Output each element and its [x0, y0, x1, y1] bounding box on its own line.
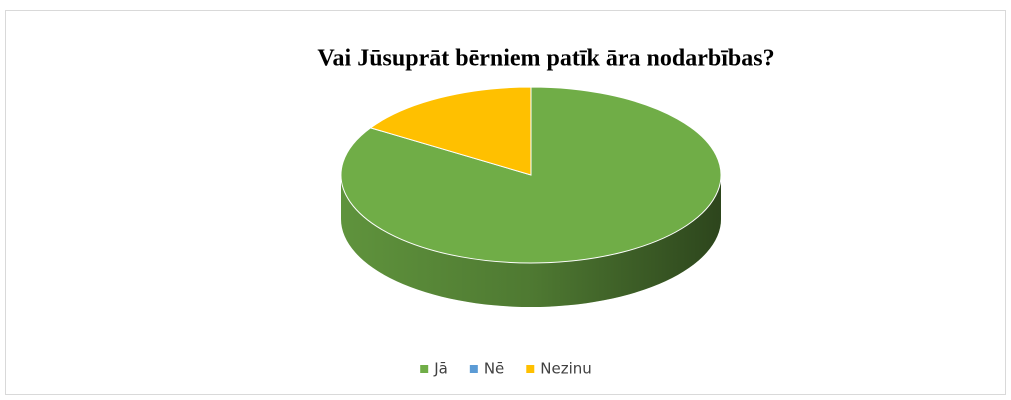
chart-title: Vai Jūsuprāt bērniem patīk āra nodarbība…	[317, 46, 774, 72]
legend-label: Nē	[484, 360, 504, 378]
legend-marker	[420, 365, 429, 373]
pie-side-shade	[341, 175, 721, 307]
legend-label: Jā	[433, 360, 448, 378]
legend-marker	[526, 365, 535, 373]
pie-slice	[369, 86, 532, 176]
legend-marker	[469, 365, 478, 373]
legend-label: Nezinu	[540, 360, 592, 378]
